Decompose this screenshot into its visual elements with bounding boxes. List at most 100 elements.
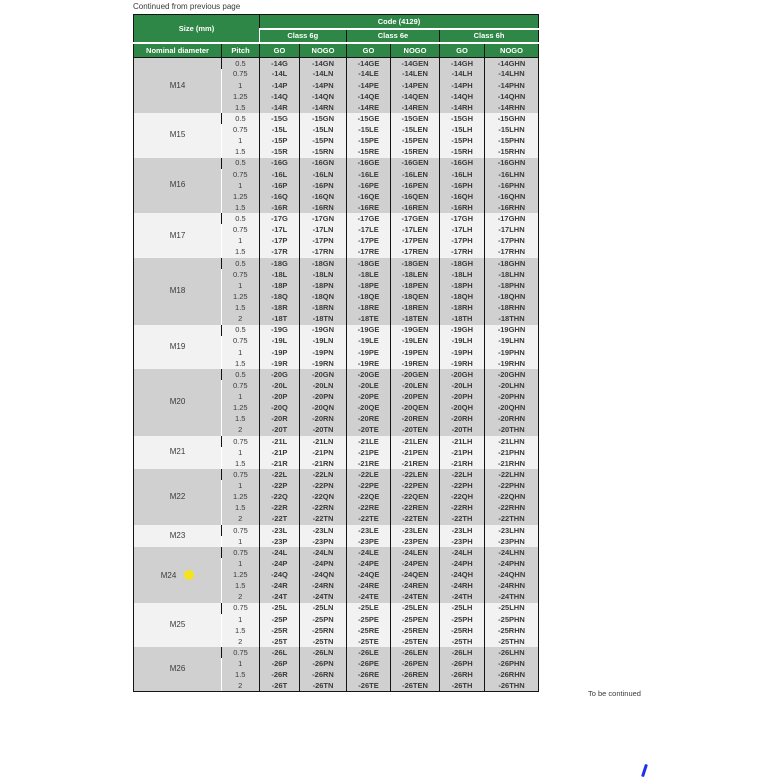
code-cell: -19PHN: [483, 346, 539, 358]
code-cell: -15RE: [346, 146, 391, 158]
code-cell: -17PE: [346, 235, 391, 247]
code-cell: -14R: [259, 102, 300, 114]
table-row: 2 -20T -20TN -20TE -20TEN -20TH -20THN: [134, 424, 539, 436]
pitch-cell: 0.5: [221, 369, 260, 381]
code-cell: -21L: [259, 435, 300, 447]
code-cell: -16QEN: [390, 191, 440, 203]
table-row: M23 0.75 -23L -23LN -23LE -23LEN -23LH -23LHN: [133, 524, 539, 547]
header-row-1: Size (mm) Code (4129): [133, 14, 539, 44]
pitch-cell: 0.5: [221, 213, 260, 225]
size-mm-header: Size (mm): [133, 14, 260, 44]
pitch-cell: 1: [221, 480, 260, 492]
pitch-cell: 0.75: [221, 435, 260, 447]
table-row: M19 0.5 -19G -19GN -19GE -19GEN -19GH -19GHN: [133, 324, 539, 369]
pitch-cell: 0.5: [221, 57, 260, 69]
nominal-diameter-cell: M26: [133, 647, 222, 692]
code-cell: -22TE: [346, 513, 391, 525]
code-cell: -14G: [259, 57, 300, 69]
code-cell: -20LE: [346, 380, 391, 392]
code-cell: -21REN: [390, 458, 440, 470]
pitch-cell: 2: [221, 313, 260, 325]
code-cell: -18TH: [439, 313, 485, 325]
code-cell: -21PHN: [483, 446, 539, 458]
code-cell: -24PE: [346, 558, 391, 570]
code-cell: -17PH: [439, 235, 485, 247]
code-cell: -21P: [259, 446, 300, 458]
table-row: 0.75 -17L -17LN -17LE -17LEN -17LH -17LHN: [134, 224, 539, 236]
code-cell: -16PH: [439, 179, 485, 191]
code-cell: -16REN: [390, 202, 440, 214]
pitch-cell: 1.5: [221, 102, 260, 114]
nominal-diameter-cell: M22: [133, 469, 222, 525]
code-cell: -18GE: [346, 257, 391, 269]
code-cell: -18REN: [390, 302, 440, 314]
pitch-cell: 1: [221, 535, 260, 547]
code-cell: -21PE: [346, 446, 391, 458]
code-cell: -17R: [259, 246, 300, 258]
code-cell: -17RN: [299, 246, 347, 258]
code-cell: -26THN: [483, 680, 539, 692]
nogo-header-6h: NOGO: [483, 42, 539, 58]
nominal-diameter-label: M19: [169, 341, 186, 351]
code-cell: -14PN: [299, 79, 347, 91]
pitch-header: Pitch: [221, 42, 260, 58]
code-cell: -14GHN: [483, 57, 539, 69]
pitch-cell: 1.5: [221, 669, 260, 681]
code-cell: -21RE: [346, 458, 391, 470]
code-cell: -24LEN: [390, 547, 440, 559]
code-cell: -14P: [259, 79, 300, 91]
code-cell: -16PEN: [390, 179, 440, 191]
pitch-cell: 1: [221, 613, 260, 625]
code-cell: -14LE: [346, 68, 391, 80]
table-row: 1.5 -18R -18RN -18RE -18REN -18RH -18RHN: [134, 302, 539, 314]
code-cell: -18RH: [439, 302, 485, 314]
code-cell: -22R: [259, 502, 300, 514]
code-cell: -14QE: [346, 90, 391, 102]
code-cell: -20GHN: [483, 369, 539, 381]
code-cell: -18GEN: [390, 257, 440, 269]
code-cell: -19PN: [299, 346, 347, 358]
code-cell: -20RH: [439, 413, 485, 425]
table-row: 1.5 -17R -17RN -17RE -17REN -17RH -17RHN: [134, 246, 539, 258]
code-cell: -20TN: [299, 424, 347, 436]
code-cell: -18GHN: [483, 257, 539, 269]
code-cell: -20P: [259, 391, 300, 403]
code-cell: -22PHN: [483, 480, 539, 492]
pitch-cell: 0.75: [221, 335, 260, 347]
code-cell: -26LH: [439, 647, 485, 659]
code-cell: -21RHN: [483, 458, 539, 470]
code-cell: -15GEN: [390, 113, 440, 125]
pitch-cell: 1: [221, 179, 260, 191]
code-cell: -24PHN: [483, 558, 539, 570]
go-header-6g: GO: [259, 42, 300, 58]
code-cell: -19L: [259, 335, 300, 347]
code-cell: -19PH: [439, 346, 485, 358]
code-cell: -26RH: [439, 669, 485, 681]
table-row: M20 0.5 -20G -20GN -20GE -20GEN -20GH -20GHN: [133, 369, 539, 436]
code-cell: -22TEN: [390, 513, 440, 525]
code-cell: -18QN: [299, 291, 347, 303]
code-cell: -18Q: [259, 291, 300, 303]
table-row: M15 0.5 -15G -15GN -15GE -15GEN -15GH -15GHN: [133, 113, 539, 158]
code-cell: -16LE: [346, 168, 391, 180]
code-cell: -22QH: [439, 491, 485, 503]
table-row: 1.25 -22Q -22QN -22QE -22QEN -22QH -22QHN: [134, 491, 539, 503]
code-cell: -25L: [259, 602, 300, 614]
code-cell: -22LE: [346, 469, 391, 481]
code-cell: -24REN: [390, 580, 440, 592]
table-row: M17 0.5 -17G -17GN -17GE -17GEN -17GH -17GHN: [133, 213, 539, 258]
nominal-diameter-label: M23: [169, 530, 186, 540]
class-6h-header: Class 6h: [438, 28, 539, 44]
code-cell: -14RN: [299, 102, 347, 114]
code-cell: -20QE: [346, 402, 391, 414]
table-row: 1 -24P -24PN -24PE -24PEN -24PH -24PHN: [134, 558, 539, 570]
pitch-cell: 1: [221, 558, 260, 570]
table-row: 1.5 -25R -25RN -25RE -25REN -25RH -25RHN: [134, 624, 539, 636]
table-row: M24 0.75 -24L -24LN -24LE -24LEN -24LH -24LHN: [133, 547, 539, 603]
pitch-cell: 2: [221, 513, 260, 525]
code-cell: -19LE: [346, 335, 391, 347]
code-cell: -23LH: [439, 524, 485, 536]
code-cell: -21PH: [439, 446, 485, 458]
code-cell: -15R: [259, 146, 300, 158]
table-row: 1.25 -20Q -20QN -20QE -20QEN -20QH -20QHN: [134, 402, 539, 414]
